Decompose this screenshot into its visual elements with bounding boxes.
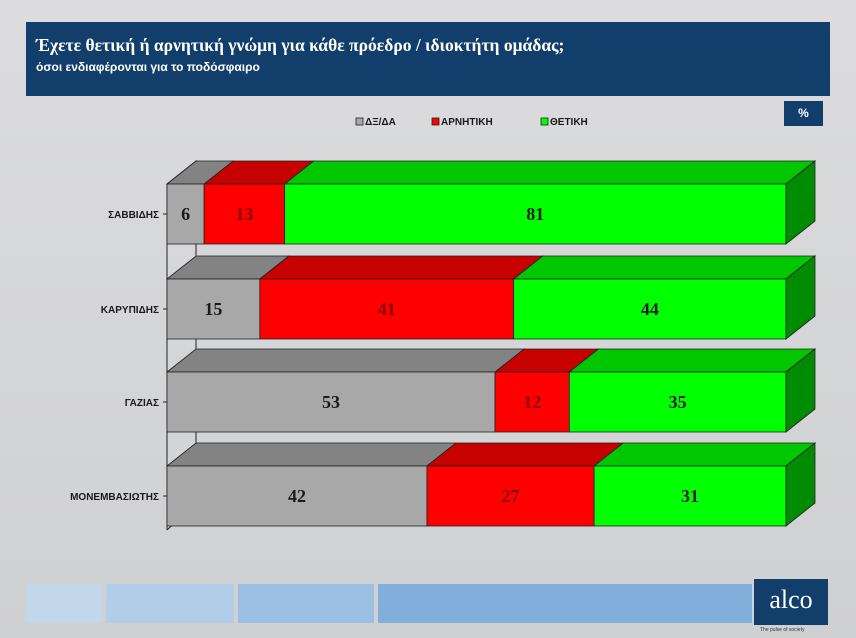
data-label-0-3: 42 <box>288 486 306 506</box>
title-banner: Έχετε θετική ή αρνητική γνώμη για κάθε π… <box>26 22 830 96</box>
bar-top-0-3 <box>165 442 458 467</box>
footer-block-4 <box>378 584 752 623</box>
logo-tagline: The pulse of society <box>760 627 805 633</box>
category-label-2: ΓΑΖΙΑΣ <box>125 398 159 409</box>
chart-title: Έχετε θετική ή αρνητική γνώμη για κάθε π… <box>36 35 565 55</box>
category-label-3: ΜΟΝΕΜΒΑΣΙΩΤΗΣ <box>70 492 159 503</box>
bar-top-2-0 <box>283 160 817 185</box>
bar-0-1 <box>166 278 261 340</box>
bar-2-3 <box>593 465 787 527</box>
data-label-1-1: 41 <box>378 299 396 319</box>
data-label-2-1: 44 <box>641 299 659 319</box>
bar-top-2-2 <box>568 348 817 373</box>
legend-swatch-1 <box>431 117 440 126</box>
data-label-1-0: 13 <box>235 204 253 224</box>
bar-1-1 <box>259 278 515 340</box>
chart-subtitle: όσοι ενδιαφέρονται για το ποδόσφαιρο <box>36 60 260 74</box>
bar-1-0 <box>203 183 286 245</box>
legend-label-0: ΔΞ/ΔΑ <box>365 117 396 128</box>
bar-2-0 <box>284 183 787 245</box>
footer-block-1 <box>26 584 102 623</box>
legend-label-2: ΘΕΤΙΚΗ <box>550 117 588 128</box>
bar-top-0-2 <box>165 348 526 373</box>
unit-badge: % <box>784 101 823 126</box>
bar-0-2 <box>166 371 496 433</box>
data-label-2-2: 35 <box>669 392 687 412</box>
category-label-0: ΣΑΒΒΙΔΗΣ <box>108 210 159 221</box>
logo-wordmark: alco <box>769 585 813 614</box>
bar-side-2-1 <box>785 255 816 340</box>
bar-0-0 <box>166 183 205 245</box>
data-label-2-3: 31 <box>681 486 699 506</box>
data-label-0-1: 15 <box>204 299 222 319</box>
bar-1-2 <box>494 371 570 433</box>
legend-swatch-2 <box>540 117 549 126</box>
bar-side-2-3 <box>785 442 816 527</box>
category-label-1: ΚΑΡΥΠΙΔΗΣ <box>101 305 159 316</box>
footer-block-2 <box>106 584 234 623</box>
alco-logo: alco <box>754 579 828 625</box>
footer-block-3 <box>238 584 374 623</box>
footer-bar <box>26 580 830 624</box>
data-label-0-0: 6 <box>181 204 190 224</box>
legend-label-1: ΑΡΝΗΤΙΚΗ <box>441 117 493 128</box>
bar-top-2-1 <box>512 255 817 280</box>
bar-top-1-3 <box>425 442 625 467</box>
bar-side-2-2 <box>785 348 816 433</box>
data-label-1-3: 27 <box>502 486 520 506</box>
bar-side-2-0 <box>785 160 816 245</box>
legend-swatch-0 <box>355 117 364 126</box>
bar-0-3 <box>166 465 428 527</box>
bar-top-1-1 <box>258 255 544 280</box>
bar-2-2 <box>568 371 787 433</box>
bar-top-2-3 <box>592 442 817 467</box>
bar-2-1 <box>513 278 787 340</box>
data-label-0-2: 53 <box>322 392 340 412</box>
data-label-1-2: 12 <box>523 392 541 412</box>
data-label-2-0: 81 <box>526 204 544 224</box>
